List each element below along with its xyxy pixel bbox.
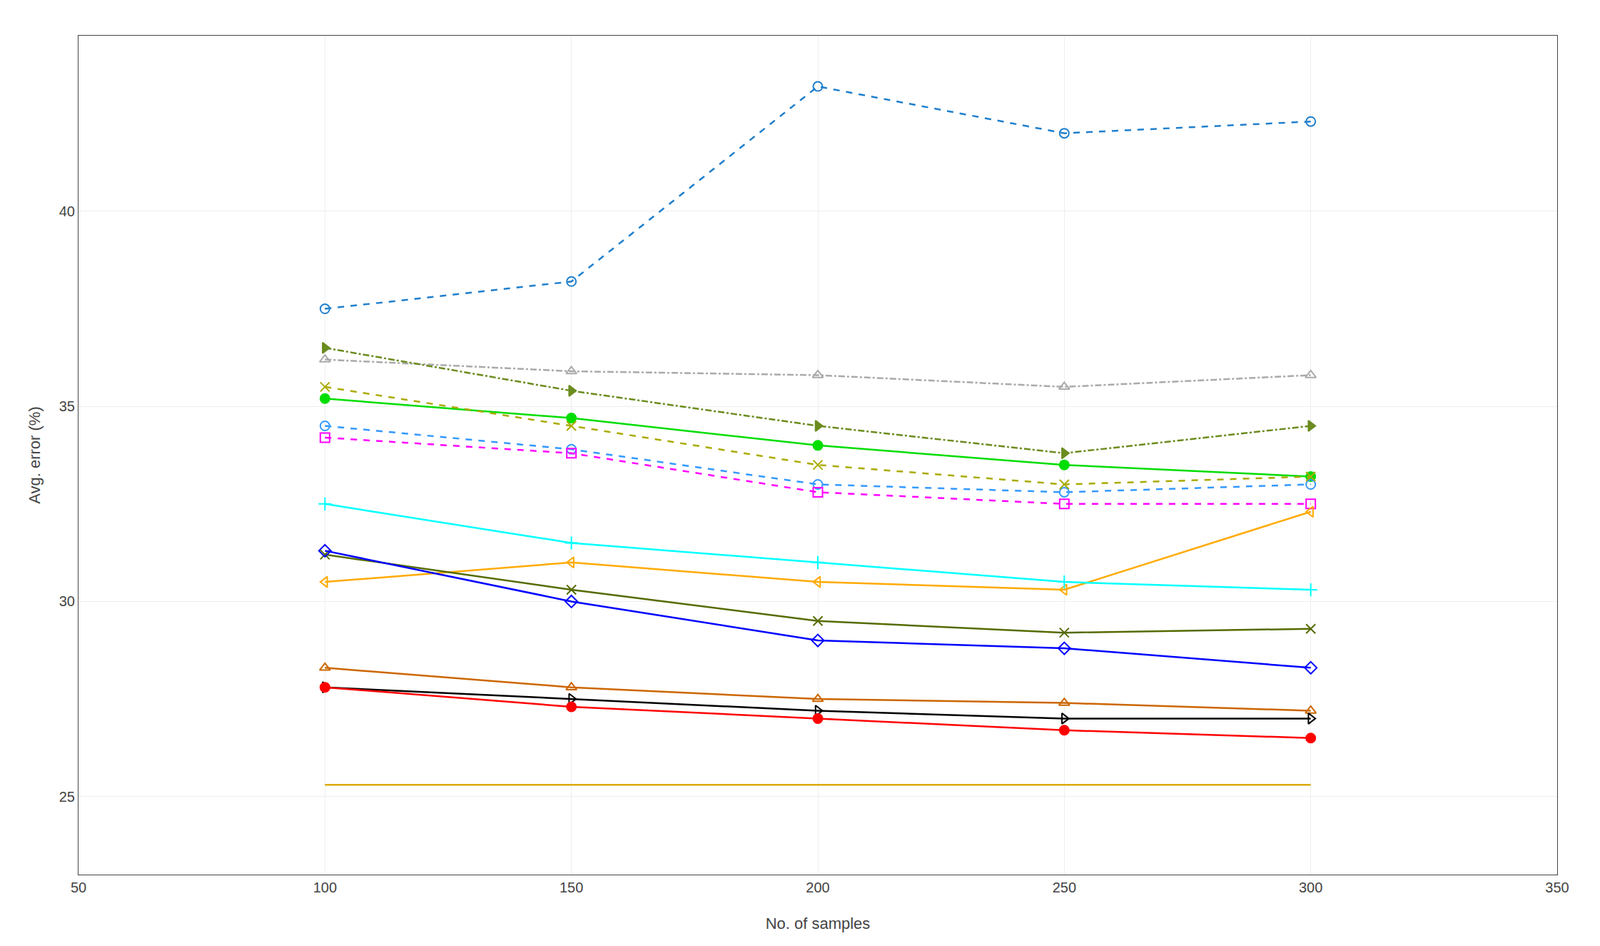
svg-text:100: 100 (313, 879, 337, 895)
svg-text:No. of samples: No. of samples (765, 914, 871, 933)
svg-text:30: 30 (59, 593, 75, 609)
svg-text:35: 35 (59, 398, 75, 414)
svg-text:Avg. error (%): Avg. error (%) (25, 406, 44, 504)
svg-text:150: 150 (559, 879, 584, 895)
svg-text:50: 50 (70, 879, 87, 895)
svg-text:25: 25 (59, 788, 75, 805)
svg-text:350: 350 (1545, 879, 1569, 895)
svg-text:40: 40 (59, 203, 75, 220)
svg-text:250: 250 (1052, 879, 1077, 895)
svg-text:200: 200 (805, 879, 830, 895)
svg-text:300: 300 (1298, 879, 1323, 895)
